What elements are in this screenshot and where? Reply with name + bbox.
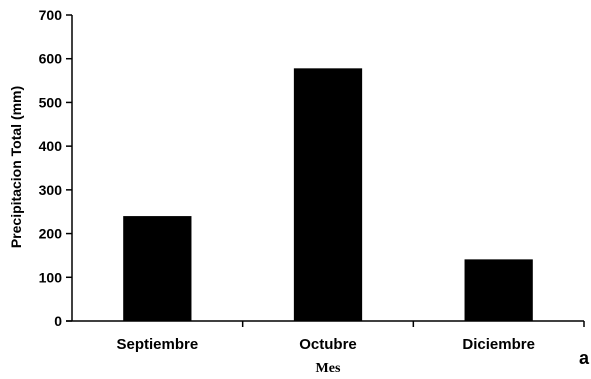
y-tick-label: 200 (39, 226, 63, 242)
bars (123, 68, 533, 322)
y-tick-label: 0 (54, 313, 62, 329)
panel-label: a (579, 348, 590, 368)
bar-septiembre (123, 216, 192, 321)
y-tick-label: 100 (39, 269, 63, 285)
x-tick-label: Septiembre (116, 336, 198, 353)
y-tick-label: 700 (39, 7, 63, 23)
bar-diciembre (464, 259, 533, 321)
x-tick-label: Diciembre (462, 336, 535, 353)
y-tick-label: 600 (39, 51, 63, 67)
y-tick-label: 300 (39, 182, 63, 198)
y-axis-label: Precipitacion Total (mm) (8, 86, 24, 248)
x-tick-label: Octubre (299, 336, 357, 353)
y-axis-ticks: 0 100 200 300 400 500 600 700 (39, 7, 72, 329)
bar-octubre (293, 68, 363, 322)
y-tick-label: 400 (39, 138, 63, 154)
x-axis-ticks: Septiembre Octubre Diciembre (116, 321, 585, 353)
x-axis-label: Mes (316, 361, 341, 376)
y-tick-label: 500 (39, 94, 63, 110)
